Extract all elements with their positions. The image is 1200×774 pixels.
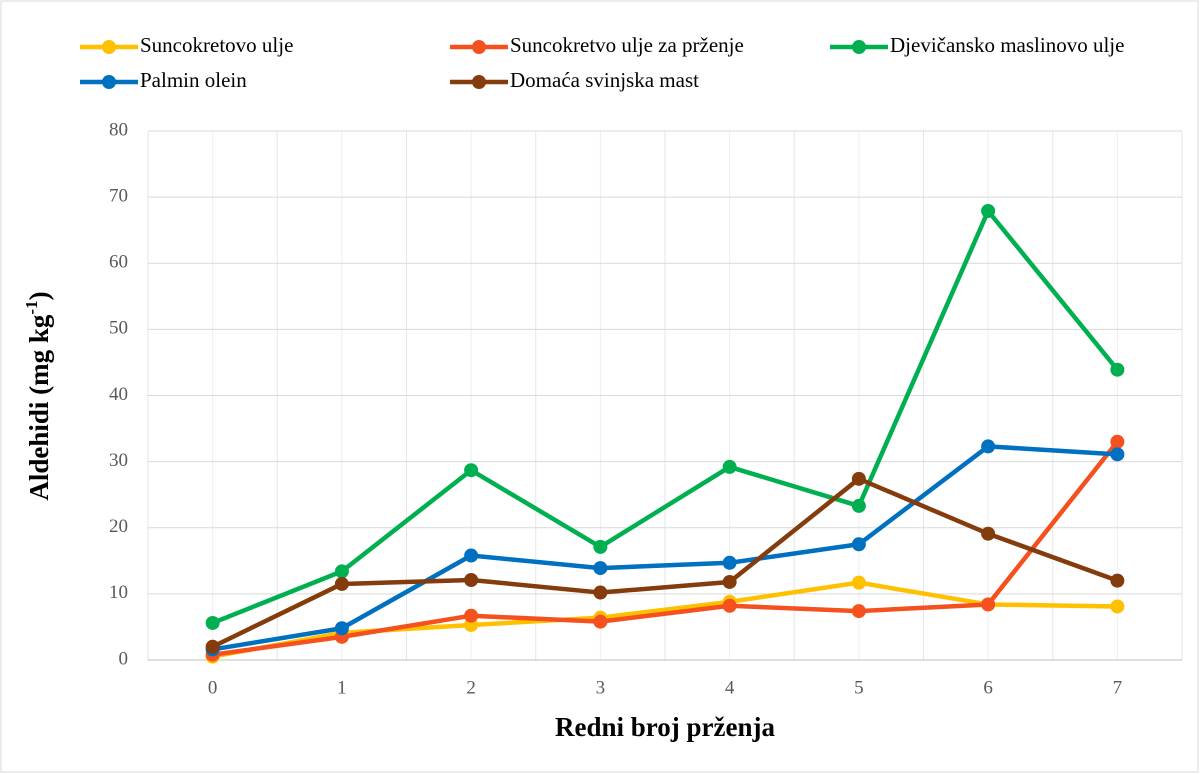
series-marker: [1110, 447, 1125, 462]
series-marker: [851, 471, 866, 486]
series-marker: [334, 576, 349, 591]
legend-swatch-marker: [472, 75, 486, 89]
series-marker: [593, 539, 608, 554]
x-tick-label: 1: [337, 677, 347, 698]
x-axis-title: Redni broj prženja: [555, 712, 775, 742]
y-tick-label: 70: [109, 185, 128, 206]
legend-swatch-marker: [102, 75, 116, 89]
y-axis-title-suffix: ): [24, 291, 54, 300]
series-marker: [851, 604, 866, 619]
series-marker: [464, 548, 479, 563]
legend-swatch-marker: [102, 40, 116, 54]
legend-label: Palmin olein: [140, 68, 247, 92]
legend-swatch-marker: [472, 40, 486, 54]
series-marker: [851, 575, 866, 590]
series-marker: [981, 439, 996, 454]
x-tick-label: 6: [983, 677, 993, 698]
x-tick-label: 4: [725, 677, 735, 698]
series-line: [212, 444, 1118, 652]
series-marker: [464, 608, 479, 623]
x-tick-label: 0: [208, 677, 218, 698]
series-marker: [851, 498, 866, 513]
y-axis-title-text: Aldehidi (mg kg: [24, 314, 54, 501]
series-marker: [593, 561, 608, 576]
y-tick-label: 50: [109, 318, 128, 339]
y-tick-label: 0: [119, 648, 129, 669]
x-tick-label: 5: [854, 677, 864, 698]
y-tick-label: 40: [109, 384, 128, 405]
x-tick-label: 2: [466, 677, 476, 698]
y-axis-title: Aldehidi (mg kg-1): [22, 291, 54, 500]
series-marker: [464, 463, 479, 478]
series-marker: [334, 564, 349, 579]
legend-swatch-marker: [852, 40, 866, 54]
series-marker: [334, 621, 349, 636]
series-marker: [1110, 434, 1125, 449]
series-marker: [722, 459, 737, 474]
x-tick-label: 3: [596, 677, 606, 698]
series-marker: [722, 555, 737, 570]
series-line: [211, 208, 1120, 626]
series-line: [211, 476, 1119, 649]
series-marker: [464, 572, 479, 587]
x-tick-label: 7: [1113, 677, 1123, 698]
series-marker: [722, 598, 737, 613]
series-marker: [593, 585, 608, 600]
series-marker: [1110, 573, 1125, 588]
y-axis-title-sup: -1: [22, 300, 41, 314]
series-marker: [1110, 362, 1125, 377]
series-marker: [722, 574, 737, 589]
legend-label: Suncokretvo ulje za prženje: [510, 33, 744, 57]
series-marker: [981, 204, 996, 219]
legend-label: Suncokretovo ulje: [140, 33, 293, 57]
series-marker: [981, 597, 996, 612]
series-line: [212, 440, 1120, 657]
series-marker: [851, 537, 866, 552]
series-marker: [205, 615, 220, 630]
y-tick-label: 30: [109, 450, 128, 471]
y-tick-label: 10: [109, 582, 128, 603]
y-tick-label: 60: [109, 252, 128, 273]
legend-label: Domaća svinjska mast: [510, 68, 699, 92]
series-marker: [1110, 599, 1125, 614]
y-tick-label: 20: [109, 516, 128, 537]
legend-label: Djevičansko maslinovo ulje: [890, 33, 1124, 57]
series-marker: [593, 614, 608, 629]
series-marker: [981, 526, 996, 541]
y-tick-label: 80: [109, 119, 128, 140]
series-marker: [205, 639, 220, 654]
